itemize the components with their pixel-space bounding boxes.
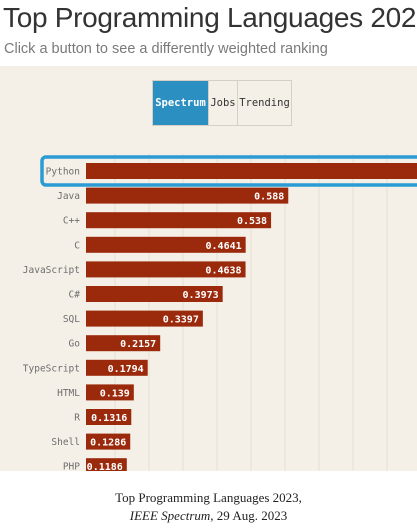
value-label: 0.1186: [87, 462, 123, 471]
value-label: 0.1794: [108, 364, 144, 375]
bar: [86, 187, 289, 204]
spectrum-button[interactable]: Spectrum: [153, 81, 208, 125]
caption-line-1: Top Programming Languages 2023,: [115, 490, 302, 505]
value-label: 0.4641: [206, 241, 242, 252]
category-label: TypeScript: [23, 363, 80, 374]
value-label: 0.2157: [120, 339, 156, 350]
bar: [86, 212, 272, 229]
bar: [86, 261, 246, 278]
jobs-button[interactable]: Jobs: [208, 81, 237, 125]
value-label: 0.1286: [90, 438, 126, 449]
value-label: 0.139: [100, 388, 130, 399]
highlight-outline: [40, 155, 417, 187]
bar: [86, 335, 161, 352]
value-label: 0.1316: [91, 413, 127, 424]
category-label: JavaScript: [23, 265, 80, 276]
value-label: 0.538: [237, 216, 267, 227]
bar: [86, 409, 132, 425]
bar: [86, 433, 131, 450]
value-label: 0.3397: [163, 315, 199, 326]
chart-title: Top Programming Languages 2023: [3, 2, 417, 33]
bar: [86, 458, 127, 471]
category-label: HTML: [57, 388, 80, 399]
category-label: PHP: [63, 462, 80, 471]
value-label: 0.4638: [205, 265, 241, 276]
bar: [86, 286, 223, 302]
bar: [86, 384, 134, 401]
ranking-button-group: Spectrum Jobs Trending: [152, 80, 292, 126]
caption-source: IEEE Spectrum: [129, 508, 211, 523]
bar: [86, 236, 246, 253]
category-label: Shell: [51, 437, 80, 448]
value-label: 0.588: [254, 192, 284, 203]
bar: [86, 359, 148, 376]
caption-date: , 29 Aug. 2023: [210, 508, 288, 523]
chart-panel: Python1Java0.588C++0.538C0.4641JavaScrip…: [0, 66, 417, 471]
category-label: C#: [69, 290, 81, 301]
category-label: R: [74, 413, 80, 424]
trending-button[interactable]: Trending: [237, 81, 291, 125]
value-label: 0.3973: [183, 290, 219, 301]
category-label: Java: [57, 191, 80, 202]
bar: [86, 163, 417, 179]
category-label: Go: [69, 339, 81, 350]
chart-subtitle: Click a button to see a differently weig…: [4, 41, 328, 57]
bar: [86, 310, 203, 327]
category-label: SQL: [63, 314, 80, 325]
caption-line-2: IEEE Spectrum, 29 Aug. 2023: [0, 508, 417, 524]
category-label: C++: [63, 216, 80, 227]
category-label: Python: [46, 167, 80, 178]
bar-chart: Python1Java0.588C++0.538C0.4641JavaScrip…: [23, 154, 417, 471]
category-label: C: [74, 240, 80, 251]
